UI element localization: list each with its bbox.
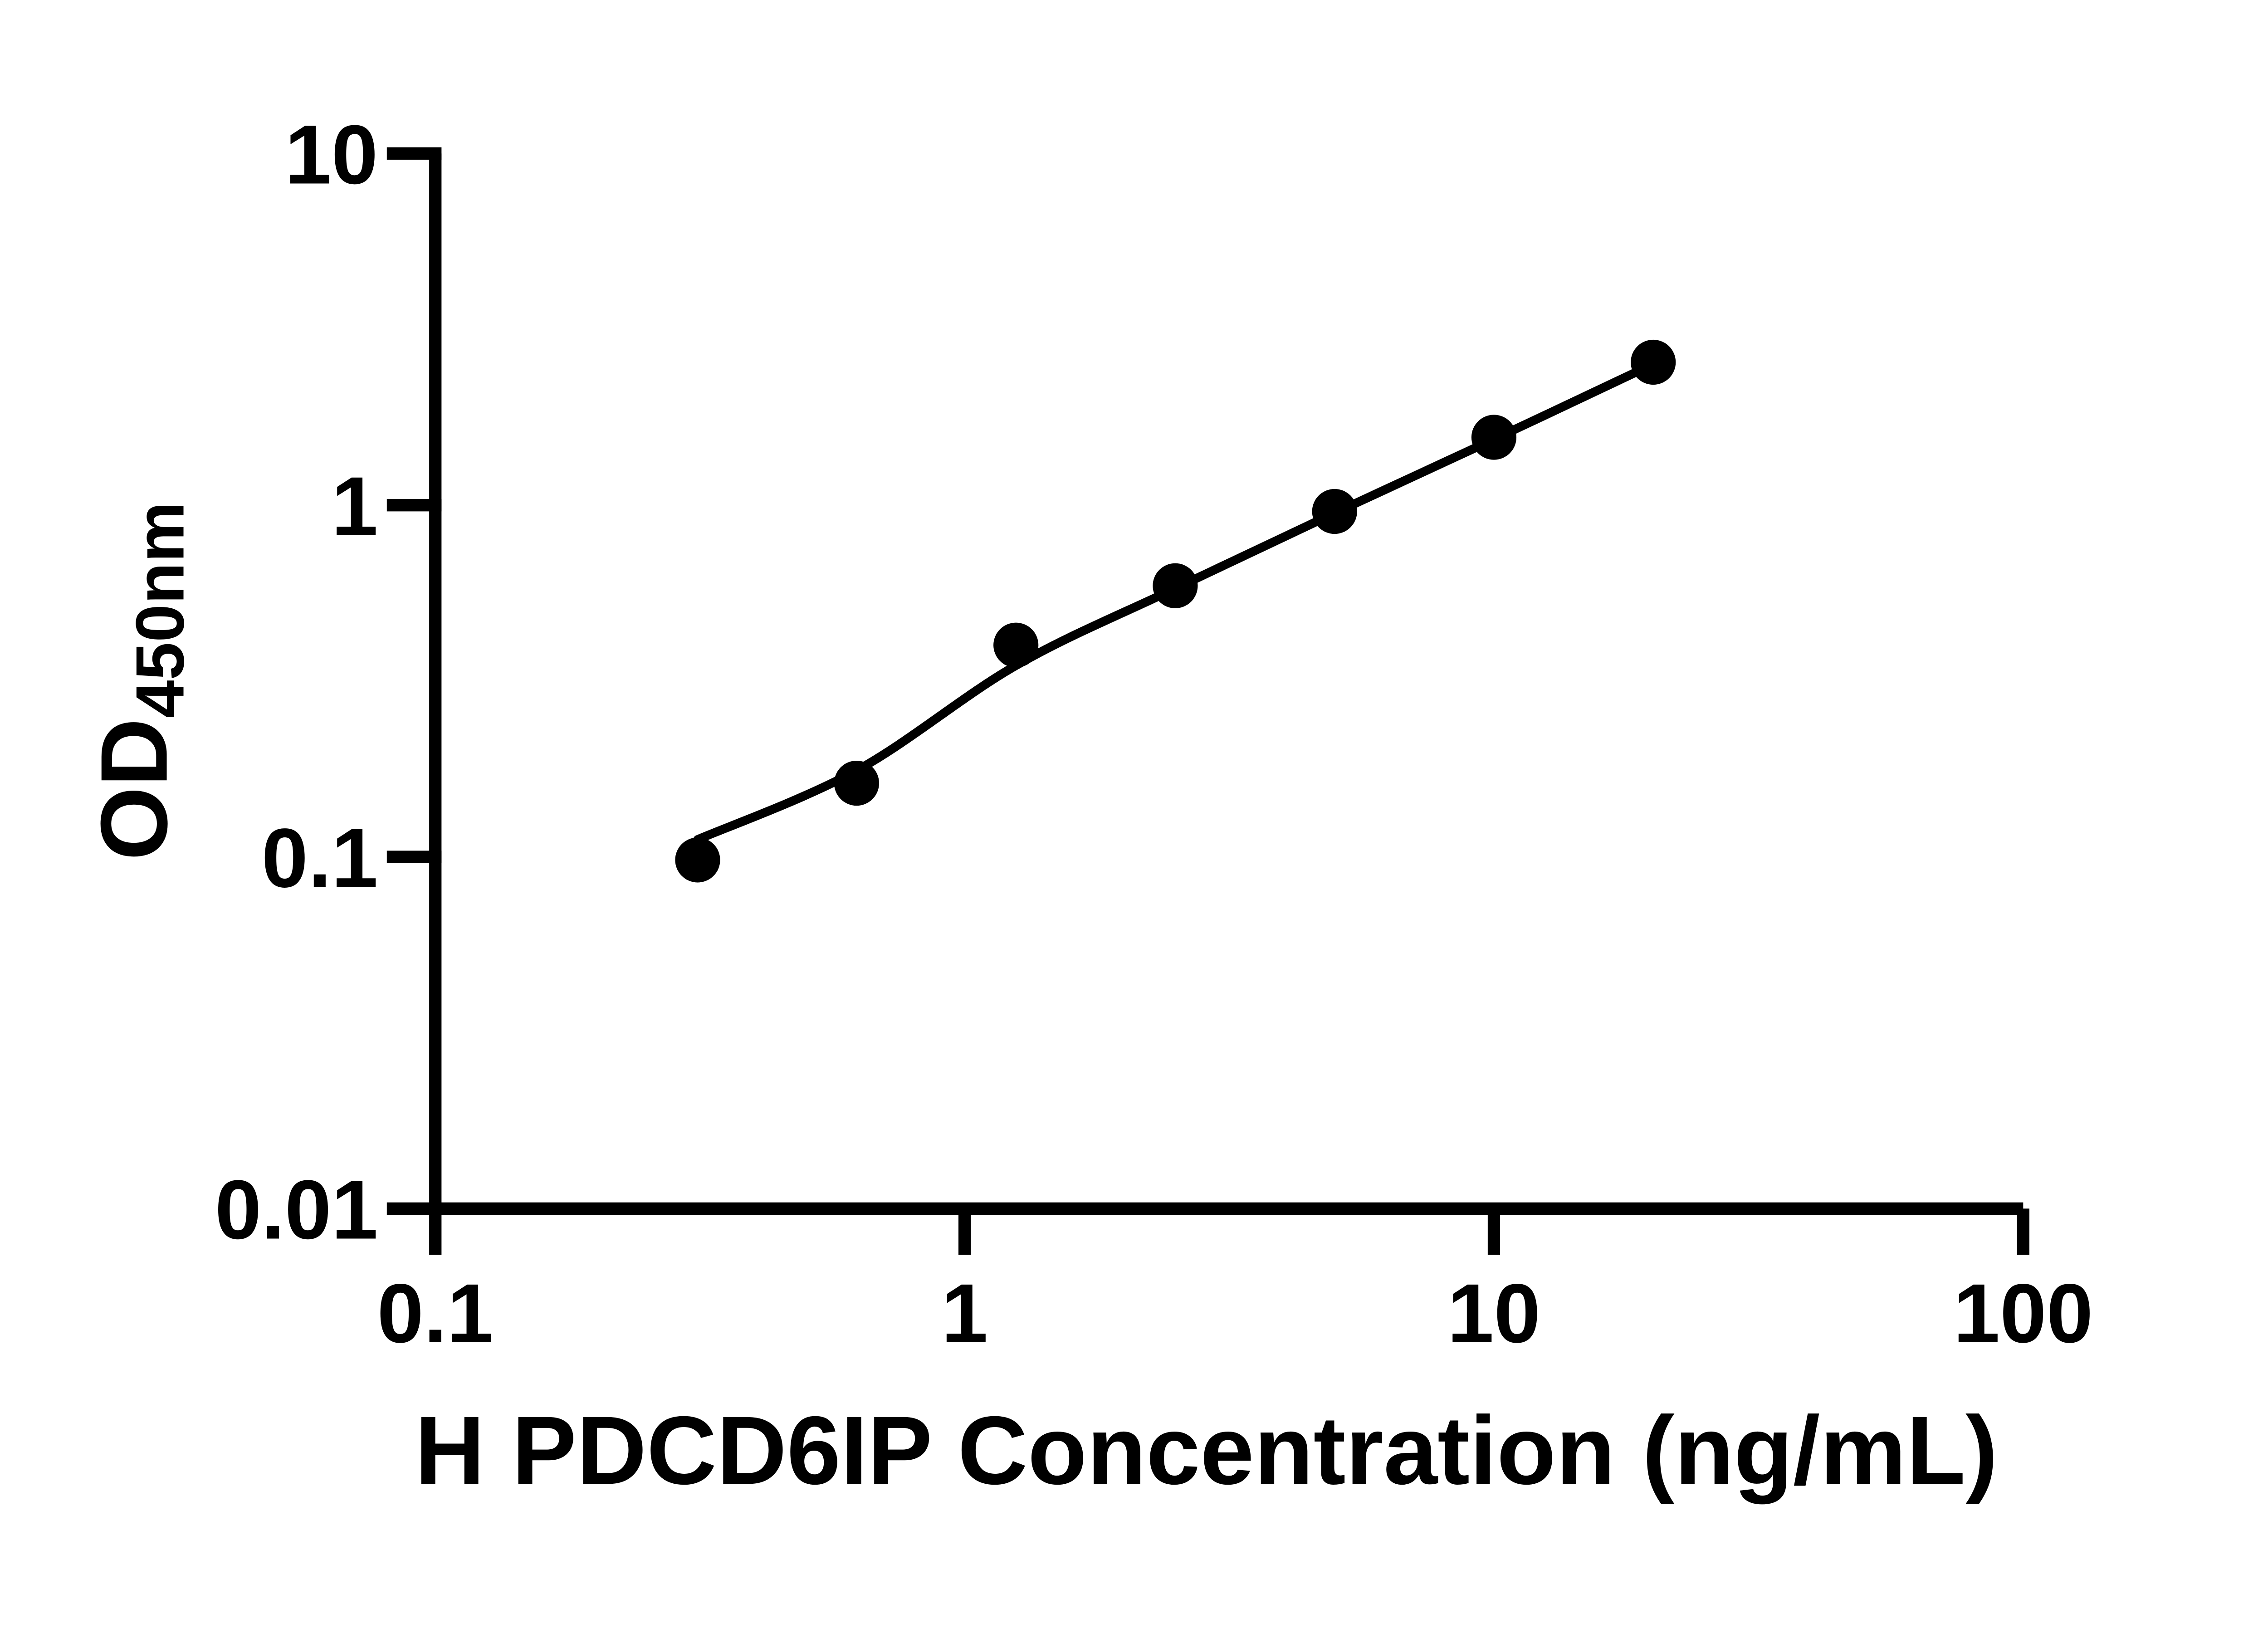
elisa-standard-curve-figure: 0.01 0.1 1 10 0.1 1 10 100 H PDCD6IP Concentrat… <box>81 108 2093 1505</box>
data-point <box>675 837 720 883</box>
y-tick-label: 0.1 <box>262 812 378 905</box>
y-axis-title-subscript: 450nm <box>122 502 198 719</box>
y-tick-label: 10 <box>285 108 378 202</box>
y-tick-label: 0.01 <box>215 1163 378 1257</box>
x-tick-label: 10 <box>1447 1267 1541 1360</box>
y-axis-title-main: OD <box>82 718 187 861</box>
y-axis-title: OD450nm <box>82 502 198 861</box>
data-point <box>993 622 1039 668</box>
axes <box>429 153 2024 1215</box>
x-axis-title: H PDCD6IP Concentration (ng/mL) <box>415 1396 1998 1505</box>
data-point <box>1312 489 1357 534</box>
x-tick-label: 0.1 <box>377 1267 494 1360</box>
axis-tick-labels: 0.01 0.1 1 10 0.1 1 10 100 <box>215 108 2093 1360</box>
data-point <box>834 760 880 806</box>
data-point <box>1631 339 1676 385</box>
x-tick-label: 1 <box>941 1267 988 1360</box>
y-tick-label: 1 <box>332 460 378 553</box>
axis-ticks <box>386 147 2029 1255</box>
data-point <box>1471 415 1517 460</box>
data-points <box>675 339 1676 883</box>
chart-canvas: 0.01 0.1 1 10 0.1 1 10 100 H PDCD6IP Concentrat… <box>81 108 2093 1505</box>
axis-frame <box>429 153 2024 1215</box>
x-tick-label: 100 <box>1953 1267 2093 1360</box>
data-point <box>1153 563 1198 608</box>
